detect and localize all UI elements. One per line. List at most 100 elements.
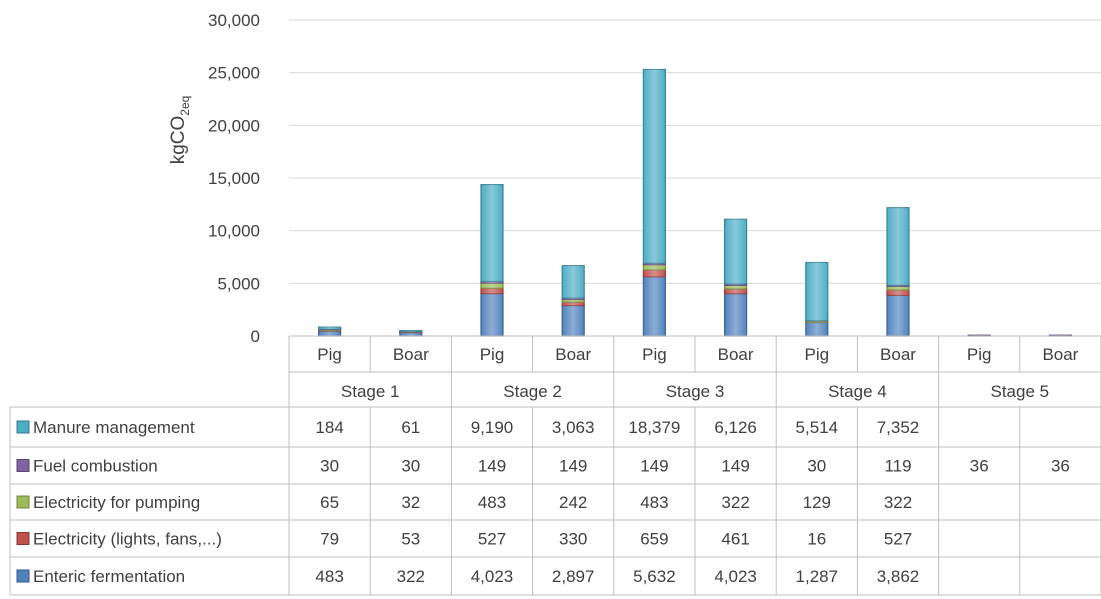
- y-tick-label: 0: [251, 327, 260, 346]
- bar-segment-sheen: [644, 69, 665, 264]
- x-tick-label: Boar: [393, 345, 429, 364]
- data-label: 3,063: [552, 418, 595, 437]
- legend-label: Electricity for pumping: [33, 493, 200, 512]
- y-tick-label: 10,000: [208, 222, 260, 241]
- data-label: 36: [970, 457, 989, 476]
- bar-segment-sheen: [319, 327, 340, 330]
- data-label: 4,023: [714, 567, 757, 586]
- bar-segment-sheen: [644, 269, 665, 277]
- x-tick-label: Pig: [642, 345, 667, 364]
- group-label: Stage 4: [828, 382, 887, 401]
- data-label: 149: [478, 457, 506, 476]
- data-label: 5,514: [796, 418, 839, 437]
- bar-segment-sheen: [888, 207, 908, 286]
- bar-segment-sheen: [319, 330, 340, 336]
- bar-segment-sheen: [725, 288, 746, 294]
- bar-segment-sheen: [563, 299, 584, 303]
- data-label: 330: [559, 530, 587, 549]
- x-tick-label: Pig: [967, 345, 992, 364]
- data-label: 2,897: [552, 567, 595, 586]
- group-label: Stage 5: [990, 382, 1049, 401]
- group-label: Stage 2: [503, 382, 562, 401]
- y-tick-label: 25,000: [208, 64, 260, 83]
- data-label: 6,126: [714, 418, 757, 437]
- bar-segment-sheen: [482, 281, 502, 283]
- bar-segment-sheen: [400, 330, 421, 332]
- bar-segment-sheen: [888, 285, 908, 287]
- data-label: 483: [640, 493, 668, 512]
- data-label: 149: [640, 457, 668, 476]
- y-axis-title: kgCO2eq: [168, 96, 192, 165]
- bars: [318, 68, 1073, 337]
- data-label: 32: [401, 493, 420, 512]
- data-label: 461: [721, 530, 749, 549]
- bar-segment-sheen: [563, 302, 584, 306]
- y-tick-label: 30,000: [208, 11, 260, 30]
- bar-segment-sheen: [806, 322, 827, 336]
- bar-segment-sheen: [725, 285, 746, 289]
- legend-label: Manure management: [33, 418, 195, 437]
- bar-segment-sheen: [725, 283, 746, 286]
- data-label: 149: [721, 457, 749, 476]
- bar-segment-sheen: [725, 293, 746, 336]
- legend-key: [16, 459, 30, 472]
- data-label: 184: [315, 418, 343, 437]
- y-axis: 0 5,000 10,000 15,000 20,000 25,000 30,000: [208, 11, 260, 346]
- data-label: 61: [401, 418, 420, 437]
- data-label: 659: [640, 530, 668, 549]
- data-label: 483: [478, 493, 506, 512]
- data-label: 53: [401, 530, 420, 549]
- bar-segment-sheen: [644, 264, 665, 270]
- data-label: 9,190: [471, 418, 514, 437]
- x-tick-label: Boar: [880, 345, 916, 364]
- y-tick-label: 20,000: [208, 116, 260, 135]
- x-tick-label: Boar: [1042, 345, 1078, 364]
- bar-segment-sheen: [888, 286, 908, 290]
- group-label: Stage 1: [341, 382, 400, 401]
- bar-segment-sheen: [888, 289, 908, 296]
- bar-segment-sheen: [725, 219, 746, 284]
- legend-key: [16, 420, 30, 434]
- data-label: 322: [884, 493, 912, 512]
- x-tick-label: Pig: [480, 345, 505, 364]
- group-label: Stage 3: [666, 382, 725, 401]
- data-table: Pig Boar Pig Boar Pig Boar Pig Boar Pig Boar Stage…: [9, 335, 1101, 596]
- bar-segment-sheen: [563, 265, 584, 298]
- data-label: 79: [320, 530, 339, 549]
- data-label: 5,632: [633, 567, 676, 586]
- data-label: 65: [320, 493, 339, 512]
- data-label: 1,287: [796, 567, 839, 586]
- y-axis-label-subscript: 2eq: [178, 96, 192, 116]
- legend-key: [16, 495, 30, 509]
- data-label: 149: [559, 457, 587, 476]
- data-label: 129: [803, 493, 831, 512]
- legend-key: [16, 532, 30, 545]
- data-label: 322: [397, 567, 425, 586]
- bar-segment-sheen: [806, 262, 827, 321]
- data-label: 119: [884, 457, 911, 476]
- bar-segment-sheen: [563, 305, 584, 336]
- data-label: 7,352: [877, 418, 920, 437]
- x-tick-label: Pig: [805, 345, 830, 364]
- data-label: 322: [721, 493, 749, 512]
- y-tick-label: 15,000: [208, 169, 260, 188]
- data-label: 483: [315, 567, 343, 586]
- data-label: 242: [559, 493, 587, 512]
- bar-segment-sheen: [644, 263, 665, 265]
- x-tick-label: Pig: [317, 345, 342, 364]
- data-label: 527: [478, 530, 506, 549]
- bar-segment-sheen: [644, 276, 665, 336]
- bar-segment-sheen: [482, 293, 502, 336]
- data-label: 30: [807, 457, 826, 476]
- bar-segment-sheen: [806, 320, 827, 323]
- legend-label: Fuel combustion: [33, 457, 158, 476]
- data-label: 30: [320, 457, 339, 476]
- data-label: 3,862: [877, 567, 920, 586]
- data-label: 36: [1051, 457, 1070, 476]
- data-label: 4,023: [471, 567, 514, 586]
- data-label: 527: [884, 530, 912, 549]
- data-label: 30: [401, 457, 420, 476]
- bar-segment-sheen: [482, 288, 502, 294]
- legend-label: Electricity (lights, fans,...): [33, 530, 222, 549]
